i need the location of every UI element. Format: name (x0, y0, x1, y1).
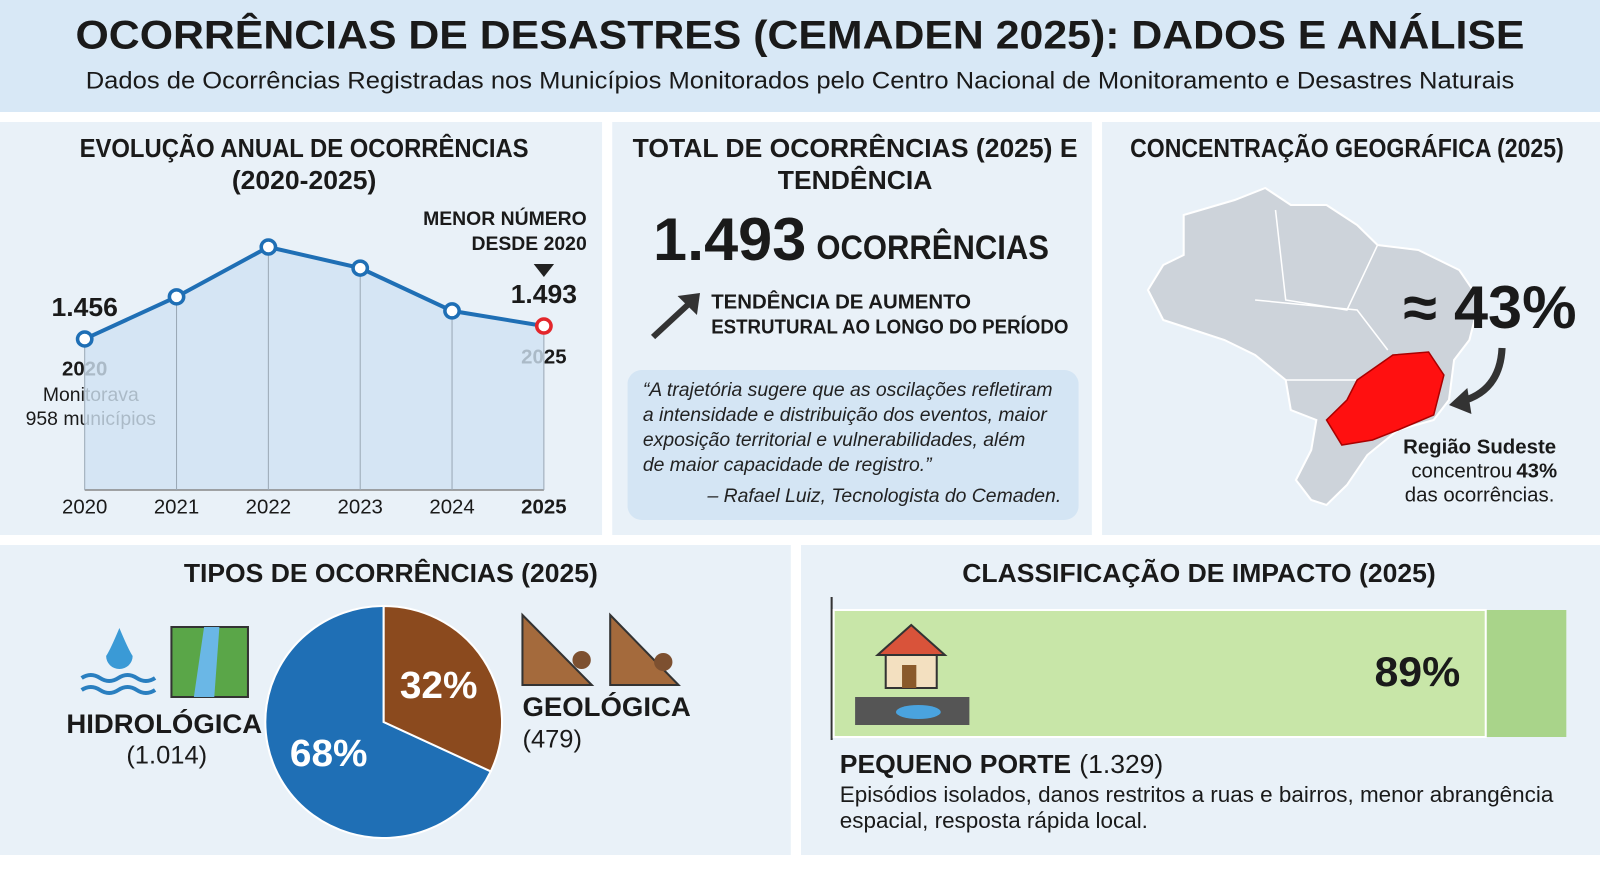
quote: “A trajetória sugere que as oscilações r… (643, 380, 1053, 401)
quote-author: – Rafael Luiz, Tecnologista do Cemaden. (706, 486, 1061, 507)
callout-arrow (533, 264, 555, 277)
icon-puddle (895, 705, 941, 719)
description: espacial, resposta rápida local. (840, 808, 1148, 833)
total-unit: OCORRÊNCIAS (816, 227, 1049, 267)
point (443, 302, 461, 320)
page-subtitle: Dados de Ocorrências Registradas nos Mun… (86, 68, 1515, 95)
icon-door (902, 665, 917, 688)
map-southeast (1325, 351, 1445, 446)
description: Episódios isolados, danos restritos a ru… (840, 782, 1554, 807)
page-title: OCORRÊNCIAS DE DESASTRES (CEMADEN 2025):… (76, 12, 1525, 58)
quote-box (627, 370, 1079, 520)
geo-pct: 43% (1516, 460, 1557, 482)
map-borders (1255, 209, 1389, 381)
point (534, 317, 553, 335)
geo-arrow (1448, 388, 1472, 414)
trend-arrow (677, 293, 700, 315)
header-bg (0, 0, 1600, 112)
geo-text: das ocorrências. (1405, 484, 1555, 506)
area (84, 247, 544, 490)
x-tick-label: 2023 (338, 496, 383, 518)
line-chart: 2020 1.456 2021 2022 2023 2024 2025 1.493 (52, 238, 577, 518)
icon-drop (106, 628, 133, 669)
total-value: 1.493 (653, 205, 806, 272)
trend-text: TENDÊNCIA DE AUMENTO (711, 289, 971, 313)
quote: exposição territorial e vulnerabilidades… (643, 430, 1025, 451)
count-label: (1.014) (126, 742, 207, 770)
icon-landslide (521, 612, 681, 686)
callout: DESDE 2020 (471, 234, 586, 255)
x-tick-label: 2024 (429, 496, 474, 518)
trend-text: ESTRUTURAL AO LONGO DO PERÍODO (711, 315, 1068, 338)
geo-big: ≈ 43% (1403, 273, 1576, 340)
count-label: (1.329) (1079, 749, 1163, 779)
x-tick-label: 2021 (154, 496, 199, 518)
callout: MENOR NÚMERO (423, 208, 587, 230)
panel-title: TOTAL DE OCORRÊNCIAS (2025) E (633, 133, 1078, 163)
point (351, 259, 370, 277)
category-label: HIDROLÓGICA (66, 708, 262, 739)
panel-title: CLASSIFICAÇÃO DE IMPACTO (2025) (962, 558, 1435, 588)
panel-title: TENDÊNCIA (778, 165, 933, 195)
pie-slice (382, 604, 504, 773)
category-label: PEQUENO PORTE (840, 749, 1071, 779)
value-label: 89% (1374, 648, 1460, 695)
point (167, 288, 186, 306)
panel-title: EVOLUÇÃO ANUAL DE OCORRÊNCIAS (80, 133, 529, 163)
quote: de maior capacidade de registro.” (643, 455, 933, 476)
category-label: GEOLÓGICA (522, 691, 690, 722)
slice-label: 32% (400, 664, 478, 707)
x-tick-label: 2025 (521, 496, 566, 518)
geo-region: Região Sudeste (1403, 436, 1556, 458)
slice-label: 68% (290, 733, 368, 776)
trend-arrow (650, 300, 692, 340)
geo-text: concentrou (1411, 460, 1512, 482)
pie-chart: 68% HIDROLÓGICA (1.014) 32% GEOLÓGICA (479) (66, 604, 691, 839)
value-label: 1.456 (52, 292, 118, 322)
panel-title: CONCENTRAÇÃO GEOGRÁFICA (2025) (1130, 133, 1564, 163)
panel-title: (2020-2025) (232, 165, 376, 195)
icon-rock (654, 653, 673, 671)
point (75, 330, 94, 348)
quote: a intensidade e distribuição dos eventos… (643, 405, 1049, 426)
count-label: (479) (522, 726, 582, 754)
icon-waves (80, 673, 157, 695)
pie-slice (264, 604, 493, 839)
icon-rock (572, 651, 591, 669)
x-tick-label: 2020 (62, 496, 107, 518)
icon-house (855, 623, 970, 725)
icon-roof (874, 623, 948, 656)
panel-title: TIPOS DE OCORRÊNCIAS (2025) (184, 558, 598, 588)
value-label: 1.493 (511, 279, 577, 309)
point (259, 238, 278, 256)
icon-waterfall (193, 627, 220, 697)
x-tick-label: 2022 (246, 496, 291, 518)
line (83, 244, 545, 341)
